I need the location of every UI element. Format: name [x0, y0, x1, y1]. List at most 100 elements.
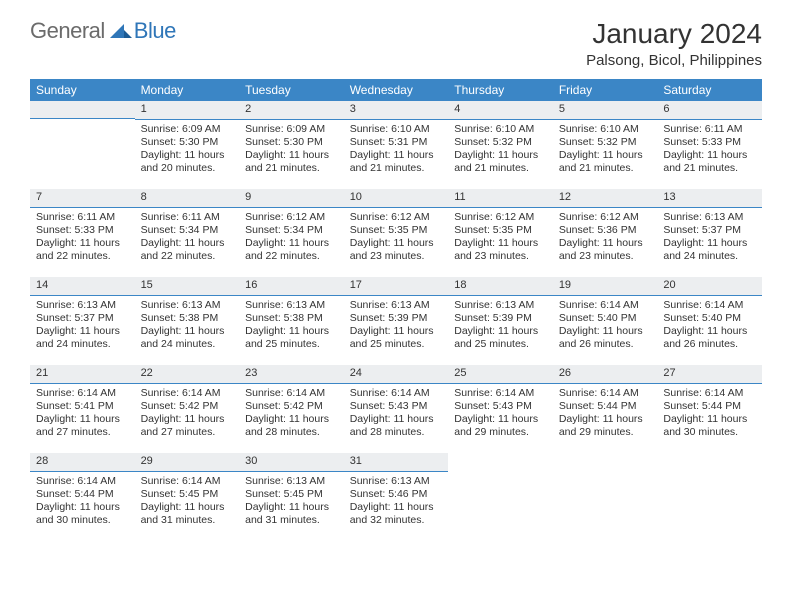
sunrise-text: Sunrise: 6:09 AM: [141, 123, 234, 136]
daylight-text: Daylight: 11 hours and 25 minutes.: [454, 325, 547, 351]
calendar-cell: 9Sunrise: 6:12 AMSunset: 5:34 PMDaylight…: [239, 189, 344, 277]
day-number: 25: [448, 365, 553, 384]
calendar-cell: 11Sunrise: 6:12 AMSunset: 5:35 PMDayligh…: [448, 189, 553, 277]
sunrise-text: Sunrise: 6:14 AM: [454, 387, 547, 400]
daylight-text: Daylight: 11 hours and 28 minutes.: [350, 413, 443, 439]
page-title: January 2024: [586, 18, 762, 50]
day-number: 22: [135, 365, 240, 384]
day-number: 10: [344, 189, 449, 208]
day-details: Sunrise: 6:13 AMSunset: 5:37 PMDaylight:…: [30, 296, 135, 356]
calendar-cell: [448, 453, 553, 541]
calendar-cell: 21Sunrise: 6:14 AMSunset: 5:41 PMDayligh…: [30, 365, 135, 453]
sunrise-text: Sunrise: 6:10 AM: [559, 123, 652, 136]
daylight-text: Daylight: 11 hours and 21 minutes.: [454, 149, 547, 175]
day-number: 28: [30, 453, 135, 472]
day-number: 12: [553, 189, 658, 208]
calendar-cell: 31Sunrise: 6:13 AMSunset: 5:46 PMDayligh…: [344, 453, 449, 541]
daylight-text: Daylight: 11 hours and 29 minutes.: [454, 413, 547, 439]
sunrise-text: Sunrise: 6:14 AM: [559, 299, 652, 312]
empty-cell-header: [30, 101, 135, 119]
day-details: Sunrise: 6:13 AMSunset: 5:38 PMDaylight:…: [135, 296, 240, 356]
calendar-cell: 19Sunrise: 6:14 AMSunset: 5:40 PMDayligh…: [553, 277, 658, 365]
calendar-body: 1Sunrise: 6:09 AMSunset: 5:30 PMDaylight…: [30, 101, 762, 541]
day-details: Sunrise: 6:12 AMSunset: 5:36 PMDaylight:…: [553, 208, 658, 268]
day-number: 13: [657, 189, 762, 208]
sunset-text: Sunset: 5:40 PM: [663, 312, 756, 325]
day-number: 15: [135, 277, 240, 296]
calendar-cell: 24Sunrise: 6:14 AMSunset: 5:43 PMDayligh…: [344, 365, 449, 453]
day-number: 20: [657, 277, 762, 296]
day-details: Sunrise: 6:12 AMSunset: 5:35 PMDaylight:…: [344, 208, 449, 268]
calendar-cell: 18Sunrise: 6:13 AMSunset: 5:39 PMDayligh…: [448, 277, 553, 365]
sunset-text: Sunset: 5:36 PM: [559, 224, 652, 237]
calendar-week-row: 7Sunrise: 6:11 AMSunset: 5:33 PMDaylight…: [30, 189, 762, 277]
calendar-cell: [657, 453, 762, 541]
calendar-cell: 28Sunrise: 6:14 AMSunset: 5:44 PMDayligh…: [30, 453, 135, 541]
daylight-text: Daylight: 11 hours and 24 minutes.: [36, 325, 129, 351]
calendar-cell: 1Sunrise: 6:09 AMSunset: 5:30 PMDaylight…: [135, 101, 240, 189]
daylight-text: Daylight: 11 hours and 23 minutes.: [350, 237, 443, 263]
calendar-week-row: 14Sunrise: 6:13 AMSunset: 5:37 PMDayligh…: [30, 277, 762, 365]
sunrise-text: Sunrise: 6:13 AM: [36, 299, 129, 312]
day-number: 23: [239, 365, 344, 384]
sunrise-text: Sunrise: 6:13 AM: [663, 211, 756, 224]
calendar-week-row: 1Sunrise: 6:09 AMSunset: 5:30 PMDaylight…: [30, 101, 762, 189]
sunrise-text: Sunrise: 6:13 AM: [141, 299, 234, 312]
sunset-text: Sunset: 5:32 PM: [454, 136, 547, 149]
calendar-cell: 6Sunrise: 6:11 AMSunset: 5:33 PMDaylight…: [657, 101, 762, 189]
day-number: 2: [239, 101, 344, 120]
sunrise-text: Sunrise: 6:14 AM: [663, 299, 756, 312]
sunset-text: Sunset: 5:34 PM: [141, 224, 234, 237]
daylight-text: Daylight: 11 hours and 26 minutes.: [663, 325, 756, 351]
day-number: 14: [30, 277, 135, 296]
sunset-text: Sunset: 5:30 PM: [245, 136, 338, 149]
sunrise-text: Sunrise: 6:10 AM: [350, 123, 443, 136]
sunset-text: Sunset: 5:41 PM: [36, 400, 129, 413]
daylight-text: Daylight: 11 hours and 31 minutes.: [141, 501, 234, 527]
sunrise-text: Sunrise: 6:11 AM: [141, 211, 234, 224]
day-details: Sunrise: 6:13 AMSunset: 5:45 PMDaylight:…: [239, 472, 344, 532]
sunrise-text: Sunrise: 6:13 AM: [454, 299, 547, 312]
sunset-text: Sunset: 5:46 PM: [350, 488, 443, 501]
weekday-header: Monday: [135, 79, 240, 101]
calendar-cell: [30, 101, 135, 189]
day-details: Sunrise: 6:10 AMSunset: 5:31 PMDaylight:…: [344, 120, 449, 180]
sunset-text: Sunset: 5:44 PM: [36, 488, 129, 501]
sunrise-text: Sunrise: 6:13 AM: [245, 475, 338, 488]
day-number: 1: [135, 101, 240, 120]
day-details: Sunrise: 6:14 AMSunset: 5:42 PMDaylight:…: [239, 384, 344, 444]
calendar-cell: 4 Sunrise: 6:10 AMSunset: 5:32 PMDaylight…: [448, 101, 553, 189]
day-number: 9: [239, 189, 344, 208]
daylight-text: Daylight: 11 hours and 27 minutes.: [141, 413, 234, 439]
sunset-text: Sunset: 5:42 PM: [141, 400, 234, 413]
day-number: 11: [448, 189, 553, 208]
sunset-text: Sunset: 5:44 PM: [663, 400, 756, 413]
day-number: 27: [657, 365, 762, 384]
daylight-text: Daylight: 11 hours and 32 minutes.: [350, 501, 443, 527]
day-details: Sunrise: 6:14 AMSunset: 5:40 PMDaylight:…: [553, 296, 658, 356]
calendar-cell: 3Sunrise: 6:10 AMSunset: 5:31 PMDaylight…: [344, 101, 449, 189]
sunset-text: Sunset: 5:34 PM: [245, 224, 338, 237]
sunrise-text: Sunrise: 6:14 AM: [350, 387, 443, 400]
sunrise-text: Sunrise: 6:10 AM: [454, 123, 547, 136]
day-number: 29: [135, 453, 240, 472]
day-number: 4: [448, 101, 553, 120]
sunrise-text: Sunrise: 6:14 AM: [36, 387, 129, 400]
daylight-text: Daylight: 11 hours and 30 minutes.: [36, 501, 129, 527]
day-number: 24: [344, 365, 449, 384]
sunrise-text: Sunrise: 6:13 AM: [350, 299, 443, 312]
sunrise-text: Sunrise: 6:13 AM: [350, 475, 443, 488]
day-number: 5: [553, 101, 658, 120]
sunrise-text: Sunrise: 6:13 AM: [245, 299, 338, 312]
day-number: 18: [448, 277, 553, 296]
day-details: Sunrise: 6:09 AMSunset: 5:30 PMDaylight:…: [239, 120, 344, 180]
daylight-text: Daylight: 11 hours and 26 minutes.: [559, 325, 652, 351]
calendar-week-row: 28Sunrise: 6:14 AMSunset: 5:44 PMDayligh…: [30, 453, 762, 541]
sunset-text: Sunset: 5:37 PM: [36, 312, 129, 325]
sunset-text: Sunset: 5:31 PM: [350, 136, 443, 149]
daylight-text: Daylight: 11 hours and 25 minutes.: [350, 325, 443, 351]
sunset-text: Sunset: 5:42 PM: [245, 400, 338, 413]
daylight-text: Daylight: 11 hours and 24 minutes.: [663, 237, 756, 263]
day-details: Sunrise: 6:14 AMSunset: 5:42 PMDaylight:…: [135, 384, 240, 444]
calendar-cell: 26Sunrise: 6:14 AMSunset: 5:44 PMDayligh…: [553, 365, 658, 453]
